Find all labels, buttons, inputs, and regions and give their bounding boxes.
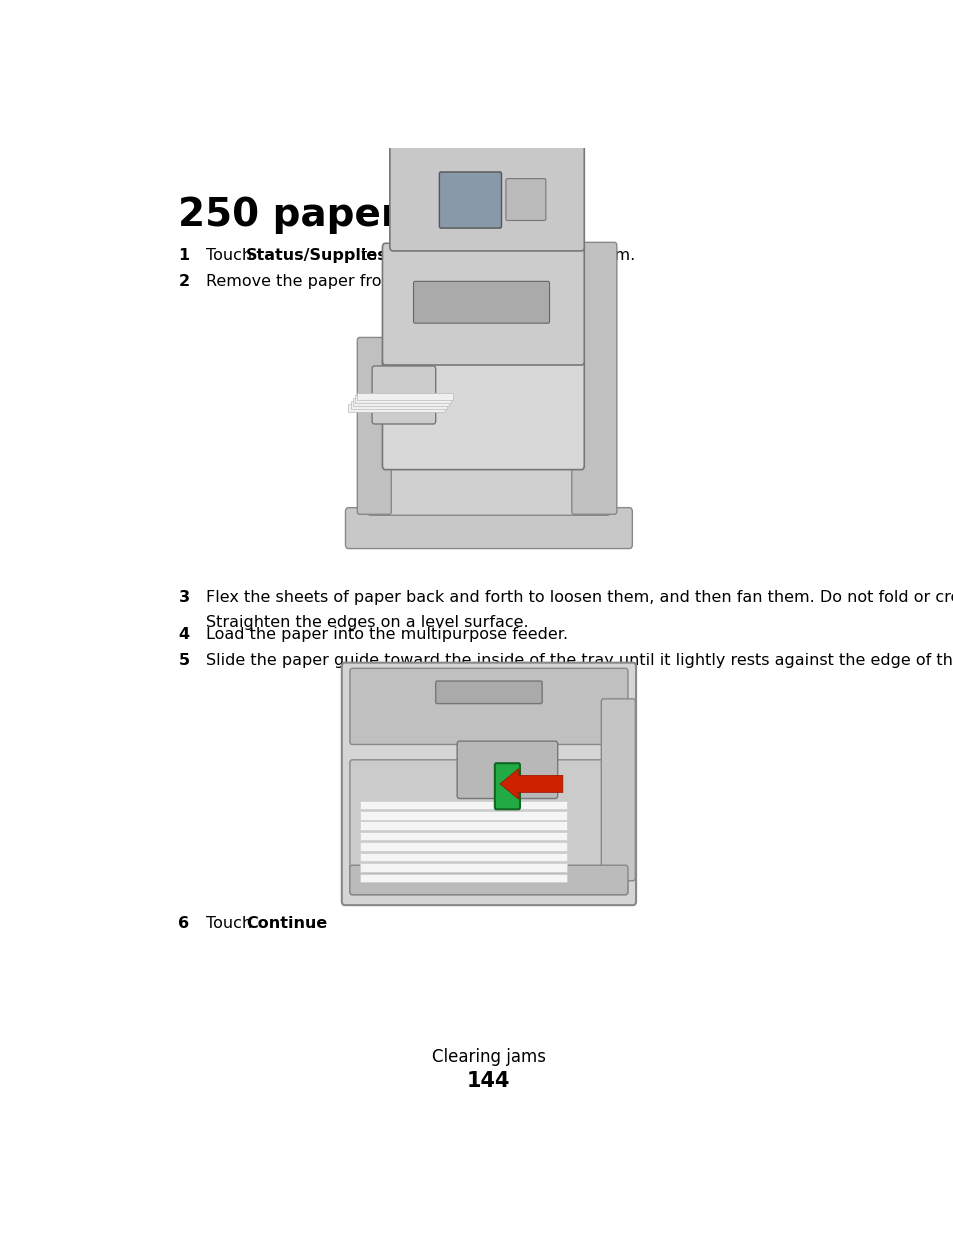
FancyBboxPatch shape [419, 0, 573, 47]
FancyBboxPatch shape [495, 763, 519, 809]
FancyBboxPatch shape [456, 741, 558, 799]
FancyBboxPatch shape [390, 120, 583, 251]
FancyBboxPatch shape [382, 357, 583, 469]
Text: 250 paper jam: 250 paper jam [178, 196, 494, 233]
Text: to identify the location of the jam.: to identify the location of the jam. [355, 248, 635, 263]
FancyBboxPatch shape [382, 243, 583, 366]
FancyBboxPatch shape [359, 821, 566, 830]
Text: .: . [309, 915, 314, 931]
FancyBboxPatch shape [359, 853, 566, 862]
FancyBboxPatch shape [348, 404, 444, 411]
Text: 1: 1 [178, 248, 190, 263]
Text: Touch: Touch [206, 248, 257, 263]
FancyBboxPatch shape [359, 863, 566, 872]
FancyBboxPatch shape [351, 401, 446, 409]
FancyBboxPatch shape [571, 242, 617, 514]
FancyBboxPatch shape [350, 866, 627, 894]
FancyBboxPatch shape [350, 760, 627, 894]
FancyBboxPatch shape [353, 399, 449, 406]
FancyBboxPatch shape [600, 699, 635, 881]
FancyBboxPatch shape [439, 172, 501, 228]
FancyBboxPatch shape [357, 393, 453, 400]
FancyBboxPatch shape [505, 179, 545, 221]
FancyBboxPatch shape [439, 0, 545, 1]
FancyBboxPatch shape [372, 366, 436, 424]
Text: Touch: Touch [206, 915, 257, 931]
Text: 3: 3 [178, 590, 190, 605]
FancyBboxPatch shape [413, 282, 549, 324]
Text: Flex the sheets of paper back and forth to loosen them, and then fan them. Do no: Flex the sheets of paper back and forth … [206, 590, 953, 605]
FancyBboxPatch shape [359, 842, 566, 851]
Text: 2: 2 [178, 274, 190, 289]
Text: 6: 6 [178, 915, 190, 931]
FancyBboxPatch shape [359, 800, 566, 809]
FancyBboxPatch shape [359, 832, 566, 841]
Text: 5: 5 [178, 653, 190, 668]
FancyBboxPatch shape [396, 38, 580, 127]
Text: 144: 144 [467, 1071, 510, 1091]
FancyBboxPatch shape [367, 462, 610, 515]
Text: 4: 4 [178, 626, 190, 641]
FancyBboxPatch shape [350, 668, 627, 745]
FancyBboxPatch shape [359, 811, 566, 820]
Text: Continue: Continue [246, 915, 327, 931]
Text: Remove the paper from the multipurpose feeder.: Remove the paper from the multipurpose f… [206, 274, 601, 289]
FancyBboxPatch shape [341, 663, 636, 905]
FancyBboxPatch shape [355, 395, 451, 403]
FancyBboxPatch shape [357, 337, 391, 514]
FancyBboxPatch shape [436, 680, 541, 704]
FancyArrow shape [499, 768, 562, 799]
Text: Load the paper into the multipurpose feeder.: Load the paper into the multipurpose fee… [206, 626, 568, 641]
Text: Clearing jams: Clearing jams [432, 1047, 545, 1066]
Text: Slide the paper guide toward the inside of the tray until it lightly rests again: Slide the paper guide toward the inside … [206, 653, 953, 668]
FancyBboxPatch shape [359, 874, 566, 882]
Text: Status/Supplies: Status/Supplies [246, 248, 388, 263]
FancyBboxPatch shape [345, 508, 632, 548]
Text: Straighten the edges on a level surface.: Straighten the edges on a level surface. [206, 615, 529, 630]
